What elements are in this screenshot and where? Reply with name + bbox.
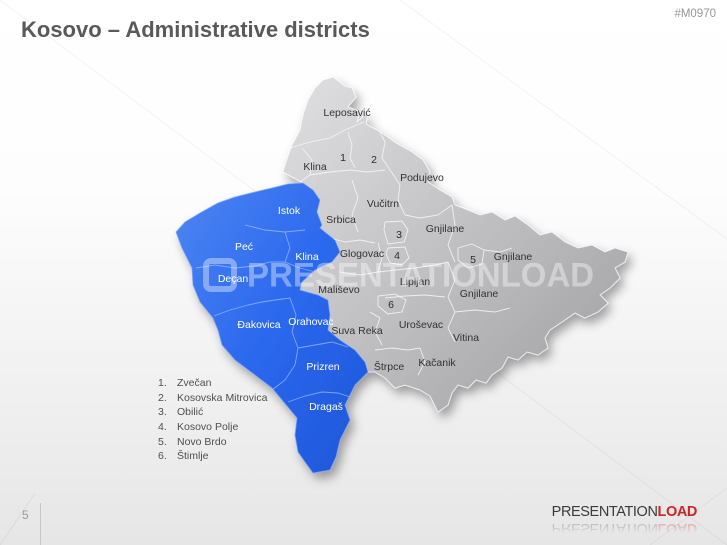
district-label: Gnjilane: [460, 288, 499, 300]
map-labels: Leposavić Klina Podujevo Vučitrn Srbica Gnjil…: [218, 107, 533, 413]
legend-item-number: 4.: [158, 421, 167, 434]
legend-item: 2. Kosovska Mitrovica: [158, 391, 267, 406]
district-label: Gnjilane: [494, 251, 533, 263]
district-label: Klina: [295, 251, 319, 263]
district-label: Đakovica: [237, 319, 280, 331]
legend-item-label: Kosovo Polje: [177, 421, 239, 434]
brand-logo: PRESENTATIONLOAD: [551, 504, 698, 520]
legend-item-number: 2.: [158, 391, 167, 404]
legend-item: 6. Štimlje: [158, 449, 267, 464]
legend-item-label: Obilić: [177, 406, 204, 419]
map-number-label: 4: [394, 250, 400, 262]
map-number-label: 2: [371, 154, 377, 166]
district-label: Kačanik: [418, 357, 456, 369]
map-number-label: 3: [396, 229, 402, 241]
district-label: Orahovac: [288, 316, 334, 328]
brand-logo-load: LOAD: [657, 504, 698, 520]
district-label: Suva Reka: [331, 325, 383, 337]
district-borders-blue: [195, 224, 351, 403]
district-label: Glogovac: [340, 248, 384, 260]
legend-item-number: 3.: [158, 406, 167, 419]
legend-item-label: Novo Brdo: [177, 435, 227, 448]
footer-divider: [40, 503, 41, 545]
district-borders-gray: [289, 121, 513, 376]
district-label: Podujevo: [400, 172, 444, 184]
district-label: Srbica: [326, 214, 356, 226]
district-label: Leposavić: [323, 107, 370, 119]
template-code: #M0970: [674, 8, 716, 20]
district-label: Prizren: [306, 361, 339, 373]
page-title: Kosovo – Administrative districts: [21, 17, 370, 42]
brand-logo-reflection: PRESENTATIONLOAD: [551, 520, 697, 536]
page-number: 5: [22, 508, 29, 522]
map-number-label: 1: [340, 152, 346, 164]
legend-item-label: Kosovska Mitrovica: [177, 391, 268, 404]
legend-item-number: 1.: [158, 377, 167, 390]
district-label: Štrpce: [374, 360, 405, 373]
map-region-highlighted: [175, 182, 369, 474]
district-label: Klina: [303, 161, 327, 173]
district-label: Deçan: [218, 273, 249, 285]
legend-item: 5. Novo Brdo: [158, 434, 267, 449]
district-label: Peć: [235, 241, 253, 253]
district-label: Vitina: [453, 332, 479, 344]
legend-item: 1. Zvečan: [158, 376, 267, 391]
district-label: Lipljan: [400, 276, 431, 288]
district-label: Gnjilane: [426, 223, 465, 235]
legend-item: 3. Obilić: [158, 405, 267, 420]
legend-item-label: Zvečan: [177, 377, 212, 390]
district-label: Vučitrn: [367, 198, 399, 210]
district-label: Istok: [278, 205, 301, 217]
legend-item-number: 5.: [158, 435, 167, 448]
legend: 1. Zvečan 2. Kosovska Mitrovica 3. Obili…: [158, 376, 267, 464]
map-number-label: 6: [388, 299, 394, 311]
district-label: Mališevo: [318, 284, 360, 296]
brand-logo-presentation: PRESENTATION: [551, 504, 658, 520]
district-label: Uroševac: [399, 319, 443, 331]
district-label: Dragaš: [309, 401, 343, 413]
legend-item-label: Štimlje: [177, 450, 209, 463]
map-number-label: 5: [470, 254, 476, 266]
legend-item: 4. Kosovo Polje: [158, 420, 267, 435]
legend-item-number: 6.: [158, 450, 167, 463]
